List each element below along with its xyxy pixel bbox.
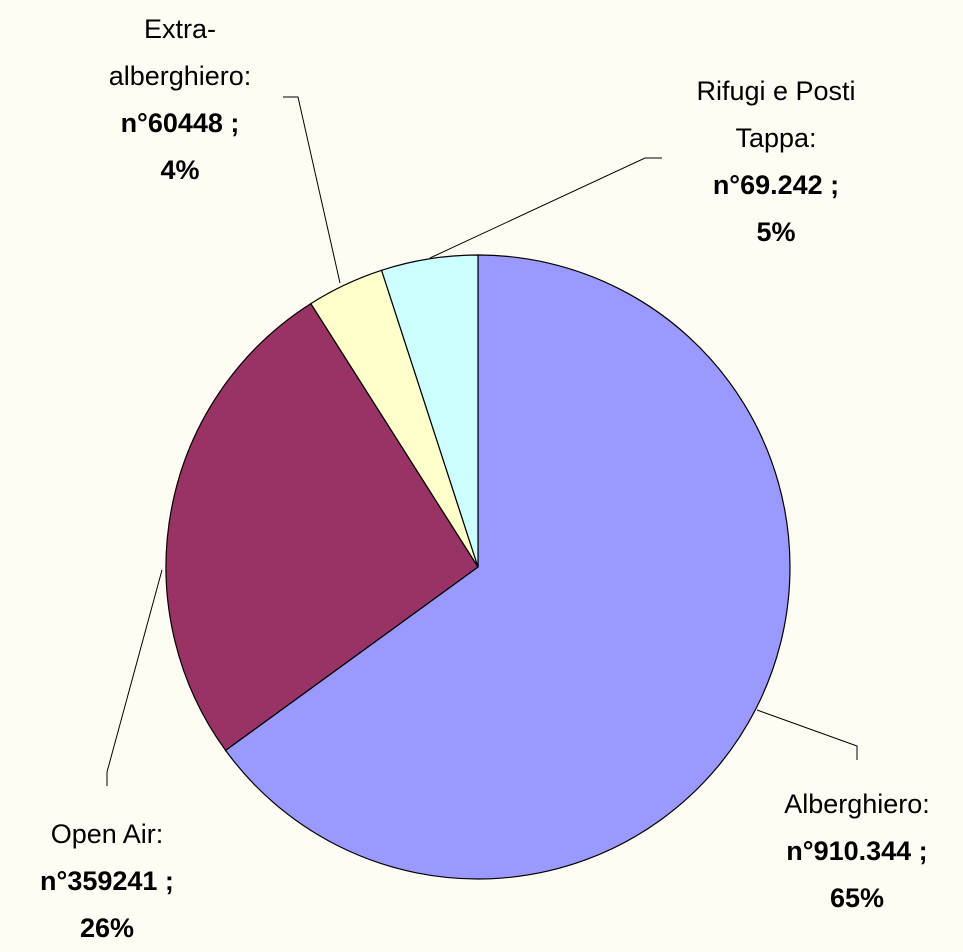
pie-slice (165, 302, 479, 752)
value-label: 65% (829, 883, 885, 913)
pie-slice (224, 254, 791, 880)
slice-label: Rifugi e Posti Tappa: n°69.242 ; 5% (671, 68, 881, 256)
count-label: n°69.242 ; (712, 170, 840, 200)
count-label: n°60448 ; (120, 108, 240, 138)
category-label: Alberghiero: (784, 789, 930, 819)
slice-label: Open Air: n°359241 ; 26% (0, 811, 217, 952)
value-label: 26% (79, 913, 135, 943)
category-label: Open Air: (50, 819, 164, 849)
slice-label: Alberghiero: n°910.344 ; 65% (737, 781, 963, 922)
category-label: Extra-alberghiero: (108, 14, 252, 91)
count-label: n°910.344 ; (786, 836, 928, 866)
leader-line (106, 569, 163, 786)
leader-line (283, 96, 341, 284)
category-label: Rifugi e Posti Tappa: (696, 76, 856, 153)
value-label: 5% (756, 217, 796, 247)
count-label: n°359241 ; (40, 866, 174, 896)
leader-line (429, 157, 662, 259)
slice-label: Extra-alberghiero: n°60448 ; 4% (95, 6, 265, 194)
value-label: 4% (160, 155, 200, 185)
leader-line (756, 709, 858, 760)
pie-slice (380, 254, 479, 568)
